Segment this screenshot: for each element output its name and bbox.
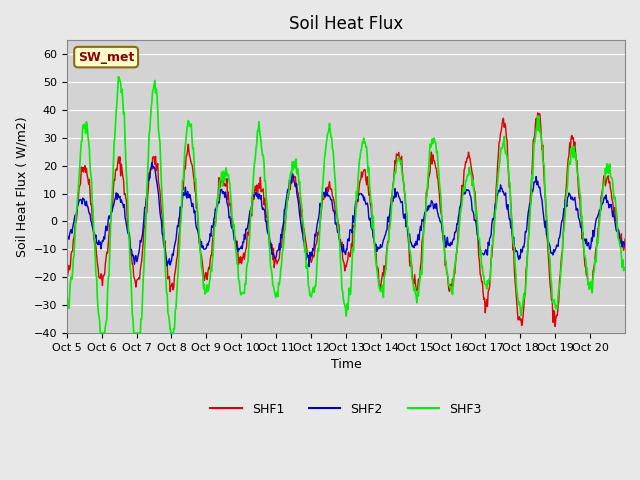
Y-axis label: Soil Heat Flux ( W/m2): Soil Heat Flux ( W/m2) xyxy=(15,116,28,257)
SHF2 xyxy=(63,240,70,246)
SHF1 xyxy=(534,110,541,116)
SHF1 xyxy=(231,234,239,240)
SHF1 xyxy=(259,188,266,193)
Line: SHF3: SHF3 xyxy=(67,77,625,333)
SHF3 xyxy=(63,291,70,297)
SHF1 xyxy=(129,261,136,267)
SHF2 xyxy=(280,206,288,212)
SHF2 xyxy=(259,205,267,211)
SHF2 xyxy=(436,219,444,225)
SHF3 xyxy=(130,330,138,336)
SHF2 xyxy=(232,237,239,243)
SHF1 xyxy=(435,184,442,190)
SHF1 xyxy=(404,226,412,232)
SHF3 xyxy=(436,187,444,192)
Title: Soil Heat Flux: Soil Heat Flux xyxy=(289,15,403,33)
SHF3 xyxy=(115,74,122,80)
SHF3 xyxy=(232,252,240,258)
SHF2 xyxy=(405,232,413,238)
SHF3 xyxy=(260,160,268,166)
SHF2 xyxy=(621,243,629,249)
Line: SHF1: SHF1 xyxy=(67,113,625,326)
SHF1 xyxy=(280,224,287,229)
SHF2 xyxy=(305,264,313,270)
Legend: SHF1, SHF2, SHF3: SHF1, SHF2, SHF3 xyxy=(205,398,486,421)
SHF3 xyxy=(281,227,289,232)
SHF1 xyxy=(621,236,629,242)
Line: SHF2: SHF2 xyxy=(67,162,625,267)
SHF3 xyxy=(97,330,104,336)
SHF1 xyxy=(551,324,559,329)
Text: SW_met: SW_met xyxy=(78,50,134,64)
SHF2 xyxy=(129,253,136,259)
SHF3 xyxy=(621,264,629,270)
SHF1 xyxy=(63,271,70,276)
X-axis label: Time: Time xyxy=(330,358,361,372)
SHF3 xyxy=(405,235,413,240)
SHF2 xyxy=(148,159,156,165)
